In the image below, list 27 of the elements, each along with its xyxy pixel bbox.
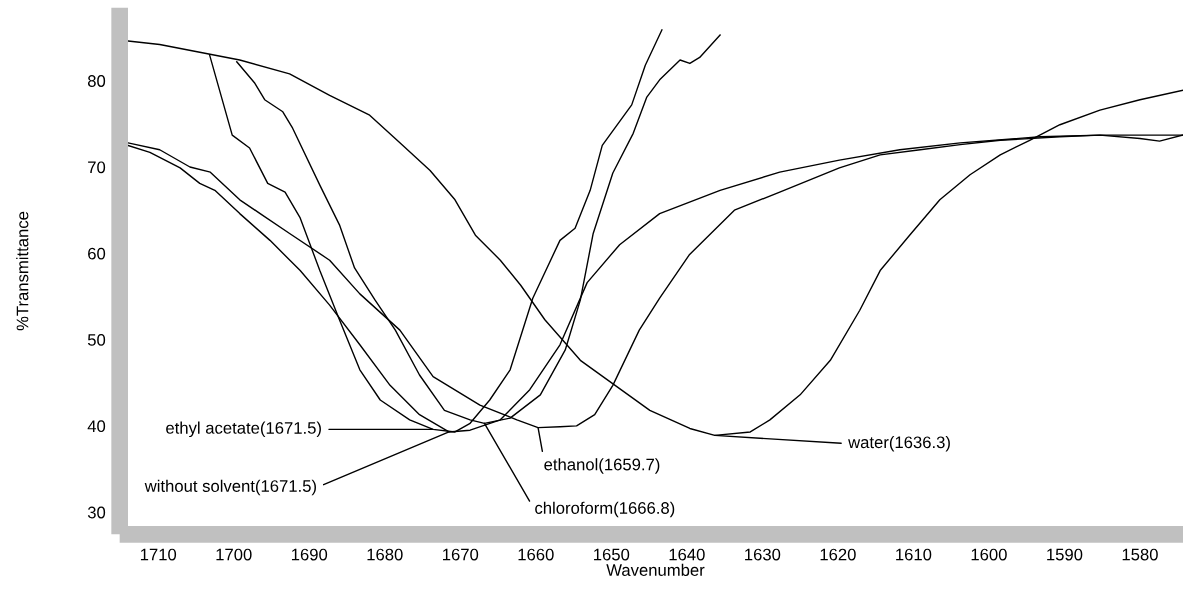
annotation: without solvent(1671.5) [144,479,316,496]
y-axis-title: %Transmittance [16,211,29,331]
annotation: ethyl acetate(1671.5) [166,421,321,438]
x-tick-label: 1620 [820,548,856,561]
annotation: chloroform(1666.8) [535,501,675,518]
x-tick-label: 1630 [745,548,781,561]
x-tick-label: 1690 [291,548,328,561]
x-tick-label: 1670 [443,548,479,561]
x-tick-label: 1650 [594,548,630,561]
x-tick-label: 1640 [669,548,705,561]
y-tick-label: 30 [87,506,106,519]
x-axis-title: Wavenumber [606,563,705,576]
x-tick-label: 1710 [140,548,177,561]
x-tick-label: 1660 [518,548,554,561]
x-tick-label: 1590 [1047,548,1083,561]
y-tick-label: 80 [87,75,106,87]
x-tick-label: 1700 [216,548,252,561]
y-tick-label: 50 [87,334,106,346]
y-tick-label: 70 [88,161,106,174]
x-tick-label: 1680 [367,548,403,561]
x-tick-label: 1600 [971,548,1007,561]
y-tick-label: 60 [88,247,106,260]
annotation: ethanol(1659.7) [544,458,660,474]
x-tick-label: 1610 [896,548,932,561]
annotation: water(1636.3) [848,435,950,452]
y-tick-label: 40 [87,420,106,433]
x-tick-label: 1580 [1122,548,1158,561]
